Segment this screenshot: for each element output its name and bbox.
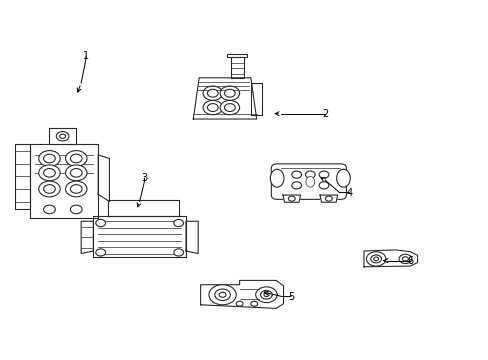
Polygon shape — [283, 195, 300, 202]
Circle shape — [224, 89, 235, 97]
Ellipse shape — [270, 169, 284, 187]
Circle shape — [288, 196, 295, 201]
Polygon shape — [193, 78, 256, 119]
Circle shape — [65, 150, 87, 166]
Polygon shape — [15, 144, 30, 209]
Polygon shape — [93, 216, 185, 257]
Circle shape — [373, 257, 378, 261]
Circle shape — [70, 185, 82, 193]
Text: 4: 4 — [346, 188, 352, 198]
Circle shape — [65, 181, 87, 197]
Circle shape — [325, 196, 331, 201]
Text: 2: 2 — [321, 109, 327, 119]
Circle shape — [43, 154, 55, 163]
Circle shape — [370, 255, 381, 263]
Circle shape — [366, 252, 385, 266]
Circle shape — [319, 182, 328, 189]
Circle shape — [70, 205, 82, 214]
Circle shape — [402, 257, 407, 261]
Circle shape — [305, 171, 315, 178]
Circle shape — [255, 287, 277, 303]
Polygon shape — [108, 200, 178, 216]
Circle shape — [203, 86, 222, 100]
Circle shape — [214, 289, 230, 301]
Text: 5: 5 — [287, 292, 293, 302]
Circle shape — [220, 100, 239, 115]
Polygon shape — [81, 221, 93, 253]
Text: 1: 1 — [83, 51, 89, 61]
Circle shape — [70, 154, 82, 163]
Ellipse shape — [336, 169, 349, 187]
Bar — [230, 56, 243, 78]
Circle shape — [224, 104, 235, 112]
Text: 6: 6 — [407, 256, 412, 266]
Circle shape — [220, 86, 239, 100]
Polygon shape — [363, 250, 417, 267]
Circle shape — [70, 168, 82, 177]
FancyBboxPatch shape — [271, 164, 346, 199]
Circle shape — [39, 150, 60, 166]
Circle shape — [39, 165, 60, 181]
Circle shape — [236, 301, 243, 306]
Circle shape — [260, 291, 272, 299]
Circle shape — [60, 134, 65, 138]
Bar — [227, 54, 246, 57]
Circle shape — [398, 254, 411, 264]
Circle shape — [96, 249, 105, 256]
Circle shape — [43, 205, 55, 214]
Circle shape — [207, 104, 218, 112]
Circle shape — [96, 220, 105, 226]
Circle shape — [173, 220, 183, 226]
Circle shape — [56, 132, 69, 141]
Ellipse shape — [305, 176, 314, 187]
Circle shape — [291, 171, 301, 178]
Circle shape — [43, 168, 55, 177]
Circle shape — [39, 181, 60, 197]
Circle shape — [291, 182, 301, 189]
Text: 3: 3 — [141, 173, 147, 183]
Circle shape — [250, 301, 257, 306]
Circle shape — [319, 171, 328, 178]
Circle shape — [65, 165, 87, 181]
Polygon shape — [98, 155, 109, 202]
Polygon shape — [200, 280, 283, 309]
Circle shape — [173, 249, 183, 256]
Circle shape — [219, 292, 225, 297]
Circle shape — [43, 185, 55, 193]
Polygon shape — [30, 144, 98, 218]
Circle shape — [208, 285, 236, 305]
Polygon shape — [250, 83, 261, 116]
Circle shape — [264, 293, 268, 297]
Circle shape — [207, 89, 218, 97]
Polygon shape — [320, 195, 337, 202]
Circle shape — [203, 100, 222, 115]
Polygon shape — [49, 128, 76, 144]
Polygon shape — [185, 221, 198, 253]
